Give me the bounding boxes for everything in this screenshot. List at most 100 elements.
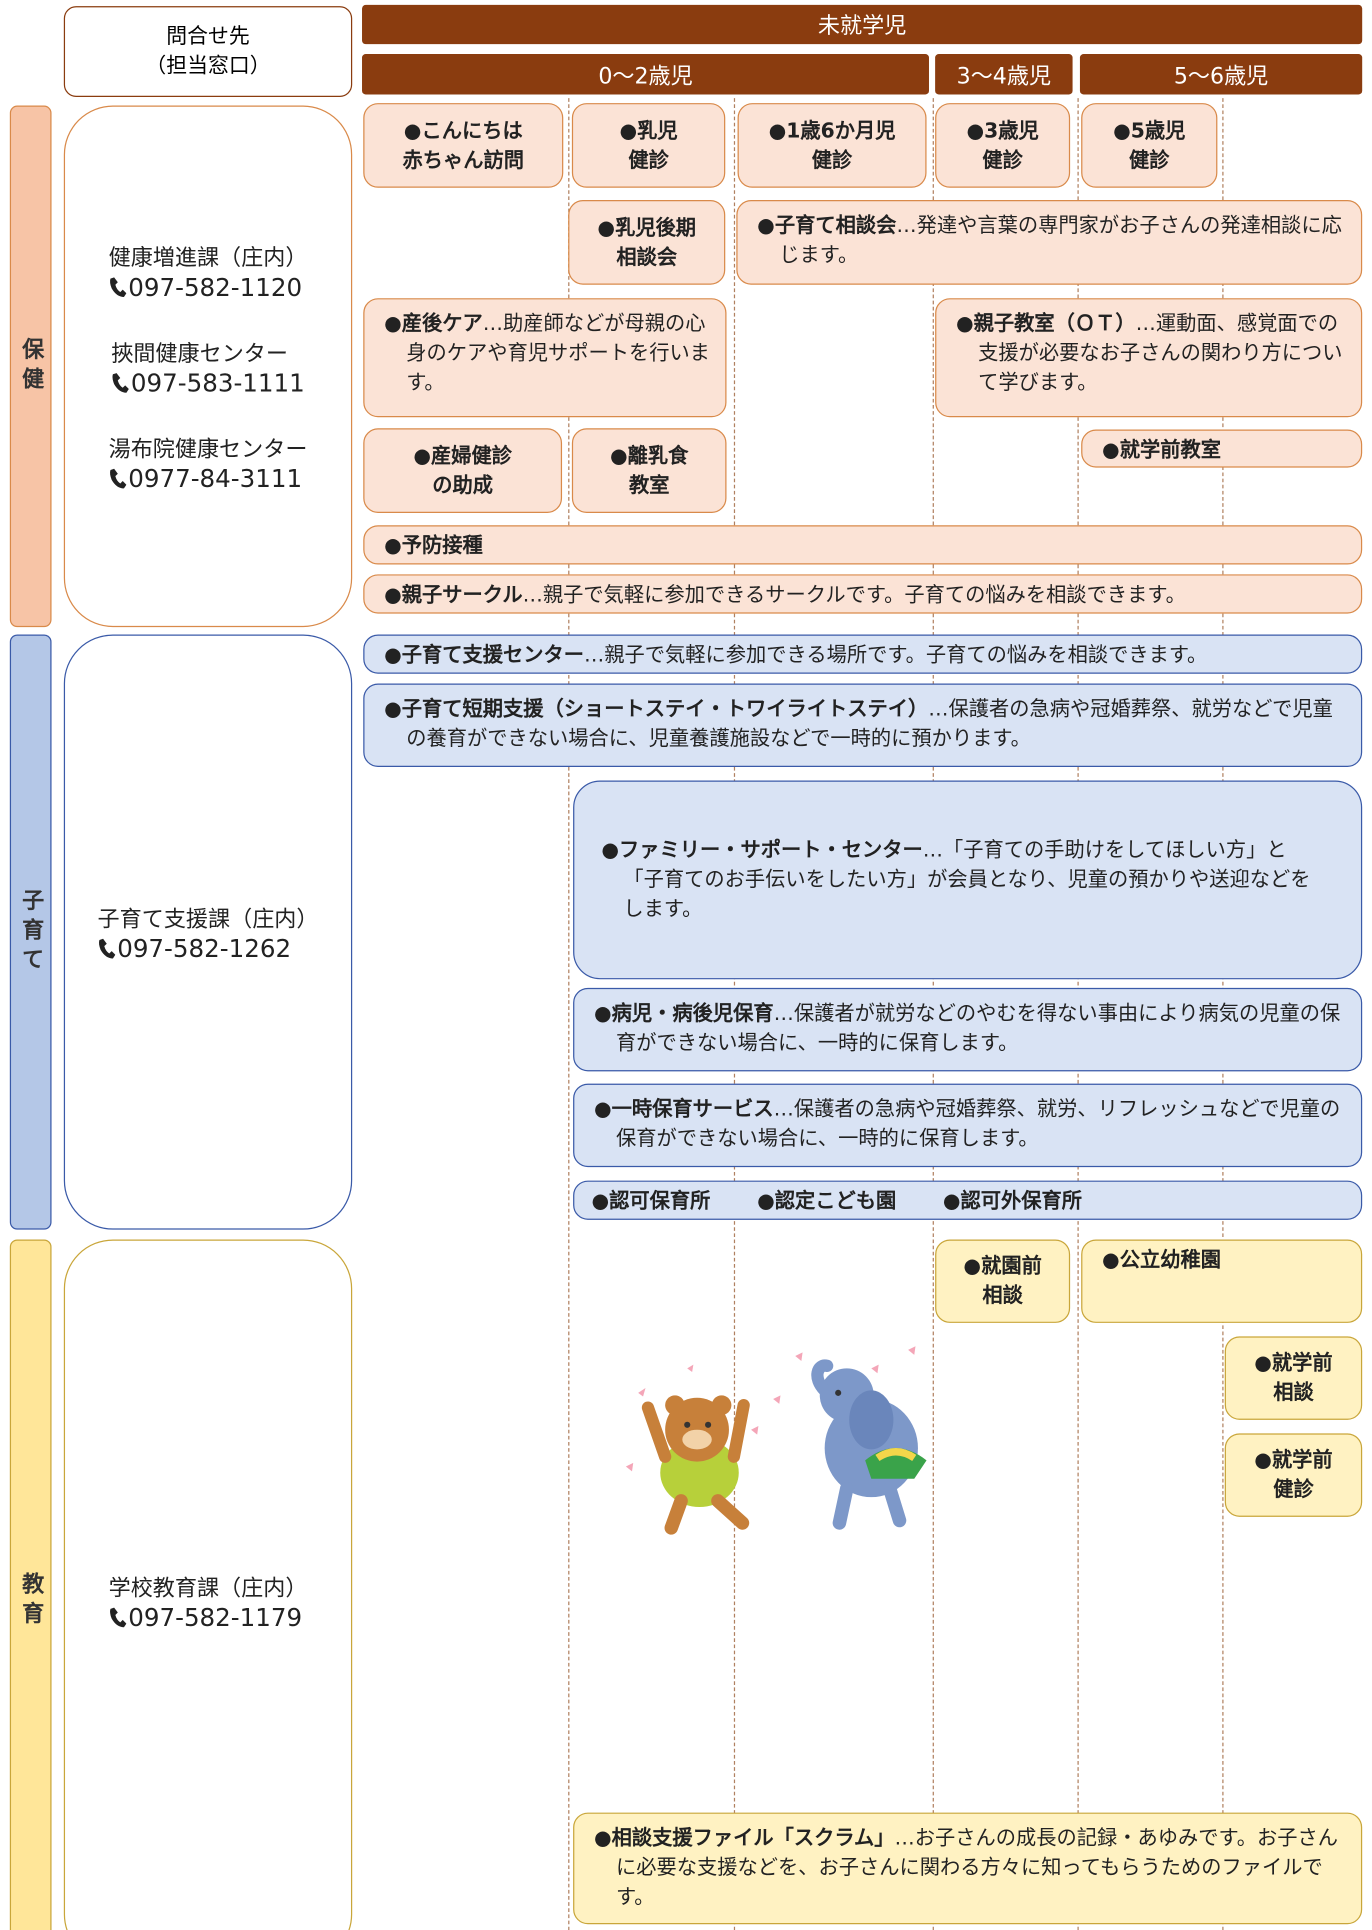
contact-phone: 0977-84-3111 [109, 463, 308, 493]
service-box: ●就学前 相談 [1224, 1336, 1363, 1420]
contact-box: 健康増進課（庄内） 097-582-1120 挾間健康センター 097-583-111… [63, 105, 353, 628]
section-label: 教育 [9, 1239, 52, 1930]
service-box: ●産婦健診 の助成 [363, 428, 563, 513]
service-title: ●就園前 相談 [963, 1254, 1042, 1307]
service-desc: …保護者が就労などのやむを得ない事由により病気の児童の保育ができない場合に、一時… [616, 1001, 1341, 1055]
column-header: 0〜2歳児 [362, 53, 929, 95]
facility-name: ●認定こども園 [757, 1189, 897, 1213]
service-desc: …「子育ての手助けをしてほしい方」と「子育てのお手伝いをしたい方」が会員となり、… [623, 838, 1311, 921]
service-box: ●乳児 健診 [571, 103, 726, 188]
contact-box: 子育て支援課（庄内） 097-582-1262 [63, 634, 353, 1230]
service-box: ●子育て短期支援（ショートステイ・トワイライトステイ）…保護者の急病や冠婚葬祭、… [363, 683, 1363, 767]
service-text: ●乳児後期 相談会 [597, 213, 696, 272]
service-title: ●産婦健診 の助成 [413, 443, 512, 497]
service-desc: …助産師などが母親の心身のケアや育児サポートを行います。 [406, 311, 710, 394]
contact-name: 健康増進課（庄内） [108, 244, 308, 271]
service-title: ●就学前教室 [1102, 438, 1221, 462]
service-title: ●病児・病後児保育 [593, 1001, 774, 1025]
age-group-header: 未就学児 [362, 4, 1363, 45]
service-title: ●離乳食 教室 [609, 443, 689, 497]
service-box: ●病児・病後児保育…保護者が就労などのやむを得ない事由により病気の児童の保育がで… [573, 987, 1363, 1072]
service-desc: …運動面、感覚面での支援が必要なお子さんの関わり方について学びます。 [978, 311, 1343, 394]
service-title: ●子育て相談会 [757, 213, 897, 237]
service-box: ●1歳6か月児 健診 [737, 103, 927, 188]
service-title: ●公立幼稚園 [1102, 1248, 1221, 1272]
section-label: 保健 [9, 105, 52, 628]
service-title: ●5歳児 健診 [1113, 118, 1186, 172]
contact-box: 学校教育課（庄内） 097-582-1179 [63, 1239, 353, 1930]
service-text: ●乳児 健診 [619, 116, 677, 175]
contact-name: 学校教育課（庄内） [108, 1575, 308, 1602]
facility-name: ●認可外保育所 [942, 1189, 1083, 1213]
contact-header: 問合せ先 （担当窓口） [63, 6, 353, 97]
illustration [625, 1346, 927, 1535]
contact-phone: 097-582-1262 [98, 933, 319, 963]
service-box: ●就学前 健診 [1224, 1433, 1363, 1517]
service-text: ●就園前 相談 [963, 1252, 1041, 1311]
service-box: ●就学前教室 [1081, 429, 1363, 468]
contact: 学校教育課（庄内） 097-582-1179 [109, 1571, 308, 1632]
service-desc: …親子で気軽に参加できるサークルです。子育ての悩みを相談できます。 [522, 582, 1186, 607]
service-box: ●子育て相談会…発達や言葉の専門家がお子さんの発達相談に応じます。 [736, 200, 1363, 285]
service-box: ●離乳食 教室 [571, 428, 727, 513]
column-divider [568, 98, 570, 1930]
service-title: ●就学前 相談 [1254, 1351, 1333, 1404]
service-box: ●乳児後期 相談会 [568, 200, 726, 285]
service-title: ●3歳児 健診 [966, 118, 1039, 172]
service-box: ●産後ケア…助産師などが母親の心身のケアや育児サポートを行います。 [363, 298, 727, 418]
section-label: 子育て [9, 634, 52, 1230]
service-box: ●一時保育サービス…保護者の急病や冠婚葬祭、就労、リフレッシュなどで児童の保育が… [573, 1083, 1363, 1168]
service-box: ●就園前 相談 [935, 1239, 1071, 1323]
service-desc: …保護者の急病や冠婚葬祭、就労などで児童の養育ができない場合に、児童養護施設など… [406, 697, 1333, 750]
service-title: ●ファミリー・サポート・センター [601, 838, 923, 862]
service-title: ●産後ケア [384, 311, 483, 336]
service-title: ●乳児後期 相談会 [597, 215, 697, 269]
service-text: ●就学前 健診 [1254, 1446, 1332, 1505]
contact: 子育て支援課（庄内） 097-582-1262 [98, 901, 319, 962]
contact-phone: 097-582-1120 [109, 272, 308, 301]
phone-number: 097-582-1179 [128, 1602, 303, 1633]
service-desc: …保護者の急病や冠婚葬祭、就労、リフレッシュなどで児童の保育ができない場合に、一… [616, 1097, 1341, 1150]
contact-phone: 097-582-1179 [109, 1603, 308, 1632]
contact: 健康増進課（庄内） 097-582-1120 [109, 240, 308, 301]
phone-number: 097-582-1120 [128, 271, 303, 302]
contact-name: 湯布院健康センター [108, 436, 308, 463]
column-header: 5〜6歳児 [1079, 53, 1363, 95]
service-box: ●認可保育所 ●認定こども園 ●認可外保育所 [573, 1180, 1363, 1220]
service-desc: …発達や言葉の専門家がお子さんの発達相談に応じます。 [779, 213, 1342, 267]
service-box: ●相談支援ファイル「スクラム」…お子さんの成長の記録・あゆみです。お子さんに必要… [573, 1812, 1363, 1925]
service-title: ●子育て支援センター [384, 643, 585, 667]
phone-icon [98, 933, 118, 962]
service-text: ●就学前 相談 [1254, 1349, 1332, 1408]
service-title: ●一時保育サービス [593, 1097, 774, 1121]
phone-number: 097-582-1262 [117, 933, 292, 963]
service-title: ●相談支援ファイル「スクラム」 [593, 1826, 895, 1850]
service-desc: …親子で気軽に参加できる場所です。子育ての悩みを相談できます。 [584, 643, 1208, 667]
service-text: ●離乳食 教室 [610, 441, 688, 500]
column-header: 3〜4歳児 [935, 53, 1073, 95]
service-desc: …お子さんの成長の記録・あゆみです。お子さんに必要な支援などを、お子さんに関わる… [616, 1826, 1338, 1909]
contact: 挾間健康センター 097-583-1111 [111, 336, 305, 397]
service-title: ●子育て短期支援（ショートステイ・トワイライトステイ） [384, 697, 929, 721]
service-box: ●ファミリー・サポート・センター…「子育ての手助けをしてほしい方」と「子育てのお… [573, 780, 1363, 980]
service-text: ●5歳児 健診 [1113, 116, 1185, 175]
service-text: ●産婦健診 の助成 [413, 441, 512, 500]
phone-icon [109, 272, 129, 301]
phone-icon [109, 463, 129, 492]
service-box: ●こんにちは 赤ちゃん訪問 [363, 103, 564, 188]
service-box: ●5歳児 健診 [1081, 103, 1218, 188]
service-box: ●公立幼稚園 [1081, 1239, 1363, 1323]
service-box: ●親子教室（ＯＴ）…運動面、感覚面での支援が必要なお子さんの関わり方について学び… [935, 298, 1363, 418]
contact-phone: 097-583-1111 [111, 368, 305, 397]
service-title: ●1歳6か月児 健診 [768, 118, 896, 172]
service-box: ●3歳児 健診 [935, 103, 1071, 188]
service-title: ●こんにちは 赤ちゃん訪問 [402, 118, 525, 172]
service-text: ●1歳6か月児 健診 [769, 116, 896, 175]
service-text: ●こんにちは 赤ちゃん訪問 [403, 116, 524, 175]
service-title: ●乳児 健診 [619, 118, 678, 172]
contact-name: 挾間健康センター [111, 340, 288, 367]
service-title: ●親子教室（ＯＴ） [955, 311, 1136, 336]
service-title: ●予防接種 [384, 533, 483, 558]
service-box: ●子育て支援センター…親子で気軽に参加できる場所です。子育ての悩みを相談できます… [363, 634, 1363, 674]
facility-name: ●認可保育所 [591, 1189, 711, 1213]
